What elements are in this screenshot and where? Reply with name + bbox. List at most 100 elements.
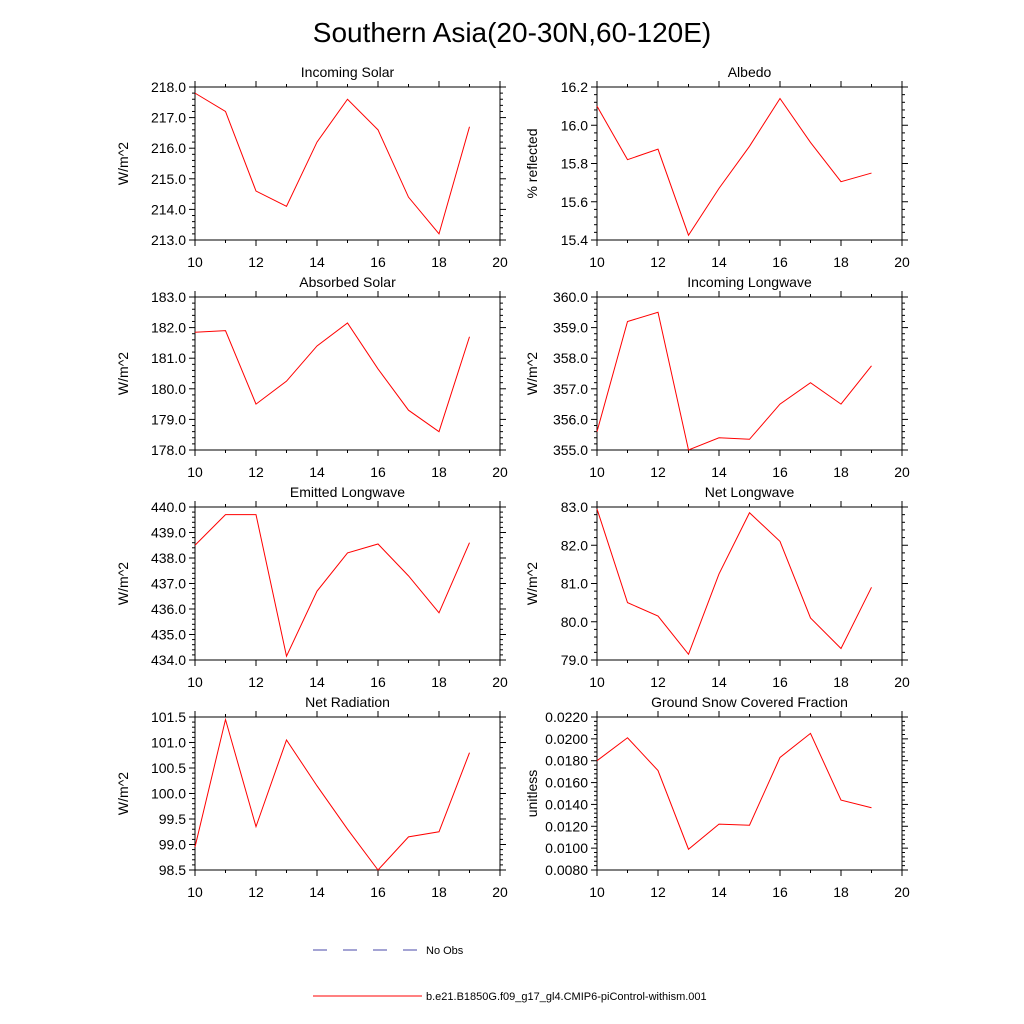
plot-frame: [596, 506, 903, 661]
panel-title: Net Longwave: [705, 484, 795, 500]
y-tick-label: 0.0140: [545, 796, 588, 812]
series-line: [596, 311, 872, 451]
x-tick-label: 20: [894, 254, 910, 270]
x-tick-label: 10: [589, 254, 605, 270]
x-tick-label: 10: [187, 464, 203, 480]
chart-panel-2: Albedo 10 12 14 16 18 20 15.4 15.6 15.8 16.0 16.2 % …: [524, 64, 910, 270]
x-tick-label: 12: [248, 884, 264, 900]
y-tick-label: 101.5: [151, 709, 186, 725]
y-tick-label: 16.2: [561, 79, 588, 95]
y-tick-label: 80.0: [561, 614, 588, 630]
series-line: [596, 97, 872, 237]
x-tick-label: 10: [187, 674, 203, 690]
panels: Incoming Solar 10 12 14 16 18 20 213.0 214.0 215.…: [115, 64, 910, 900]
y-tick-label: 182.0: [151, 320, 186, 336]
x-tick-label: 20: [492, 884, 508, 900]
y-tick-label: 15.4: [561, 232, 588, 248]
x-tick-label: 16: [772, 464, 788, 480]
y-tick-label: 180.0: [151, 381, 186, 397]
y-tick-label: 181.0: [151, 350, 186, 366]
x-tick-label: 10: [187, 254, 203, 270]
chart-panel-6: Net Longwave 10 12 14 16 18 20 79.0 80.0 81.0 82.0…: [524, 484, 910, 690]
y-tick-label: 0.0180: [545, 753, 588, 769]
y-tick-label: 101.0: [151, 735, 186, 751]
plot-frame: [194, 296, 501, 451]
x-tick-label: 12: [650, 884, 666, 900]
x-tick-label: 20: [894, 674, 910, 690]
y-tick-label: 434.0: [151, 652, 186, 668]
chart-panel-1: Incoming Solar 10 12 14 16 18 20 213.0 214.0 215.…: [115, 64, 508, 270]
chart-panel-7: Net Radiation 10 12 14 16 18 20 98.5 99.0 99.5 100…: [115, 694, 508, 900]
series-line: [596, 732, 872, 851]
y-tick-label: 82.0: [561, 537, 588, 553]
plot-frame: [194, 506, 501, 661]
x-tick-label: 14: [711, 674, 727, 690]
panel-title: Ground Snow Covered Fraction: [651, 694, 848, 710]
x-tick-label: 20: [492, 254, 508, 270]
chart-panel-3: Absorbed Solar 10 12 14 16 18 20 178.0 179.0 180.…: [115, 274, 508, 480]
x-tick-label: 12: [248, 674, 264, 690]
y-axis-label: W/m^2: [524, 352, 540, 395]
x-tick-label: 14: [711, 254, 727, 270]
panel-title: Absorbed Solar: [299, 274, 396, 290]
y-tick-label: 15.6: [561, 194, 588, 210]
x-tick-label: 20: [894, 464, 910, 480]
y-axis-label: W/m^2: [524, 562, 540, 605]
x-tick-label: 18: [431, 464, 447, 480]
y-tick-label: 216.0: [151, 140, 186, 156]
y-tick-label: 0.0160: [545, 775, 588, 791]
y-tick-label: 179.0: [151, 411, 186, 427]
y-tick-label: 213.0: [151, 232, 186, 248]
chart-panel-4: Incoming Longwave 10 12 14 16 18 20 355.0 356.0 3…: [524, 274, 910, 480]
series-line: [596, 508, 872, 656]
legend-model-label: b.e21.B1850G.f09_g17_gl4.CMIP6-piControl…: [426, 991, 707, 1003]
y-tick-label: 15.8: [561, 156, 588, 172]
panel-title: Emitted Longwave: [290, 484, 405, 500]
x-tick-label: 12: [248, 464, 264, 480]
y-tick-label: 435.0: [151, 627, 186, 643]
panel-title: Net Radiation: [305, 694, 390, 710]
plot-frame: [596, 716, 903, 871]
x-tick-label: 18: [431, 674, 447, 690]
x-tick-label: 14: [309, 674, 325, 690]
y-tick-label: 439.0: [151, 525, 186, 541]
x-tick-label: 10: [589, 464, 605, 480]
x-tick-label: 16: [370, 254, 386, 270]
panel-title: Incoming Longwave: [687, 274, 812, 290]
y-tick-label: 100.0: [151, 786, 186, 802]
x-tick-label: 16: [370, 884, 386, 900]
y-tick-label: 215.0: [151, 171, 186, 187]
y-tick-label: 218.0: [151, 79, 186, 95]
y-tick-label: 178.0: [151, 442, 186, 458]
y-tick-label: 0.0120: [545, 818, 588, 834]
y-tick-label: 437.0: [151, 576, 186, 592]
y-tick-label: 183.0: [151, 289, 186, 305]
x-tick-label: 14: [309, 884, 325, 900]
y-tick-label: 0.0100: [545, 840, 588, 856]
chart-panel-5: Emitted Longwave 10 12 14 16 18 20 434.0 435.0 43…: [115, 484, 508, 690]
legend: No Obs b.e21.B1850G.f09_g17_gl4.CMIP6-pi…: [313, 945, 707, 1003]
y-tick-label: 83.0: [561, 499, 588, 515]
x-tick-label: 18: [833, 884, 849, 900]
y-tick-label: 214.0: [151, 201, 186, 217]
y-tick-label: 436.0: [151, 601, 186, 617]
y-tick-label: 100.5: [151, 760, 186, 776]
x-tick-label: 14: [309, 464, 325, 480]
y-tick-label: 0.0080: [545, 862, 588, 878]
y-tick-label: 360.0: [553, 289, 588, 305]
x-tick-label: 10: [187, 884, 203, 900]
x-tick-label: 10: [589, 674, 605, 690]
y-tick-label: 99.0: [159, 837, 186, 853]
y-tick-label: 79.0: [561, 652, 588, 668]
figure-title: Southern Asia(20-30N,60-120E): [313, 17, 711, 48]
y-tick-label: 0.0220: [545, 709, 588, 725]
plot-frame: [596, 296, 903, 451]
x-tick-label: 12: [248, 254, 264, 270]
plot-frame: [194, 86, 501, 241]
y-tick-label: 440.0: [151, 499, 186, 515]
x-tick-label: 18: [833, 674, 849, 690]
y-tick-label: 359.0: [553, 320, 588, 336]
y-axis-label: % reflected: [524, 128, 540, 198]
y-tick-label: 81.0: [561, 576, 588, 592]
y-axis-label: W/m^2: [115, 142, 131, 185]
